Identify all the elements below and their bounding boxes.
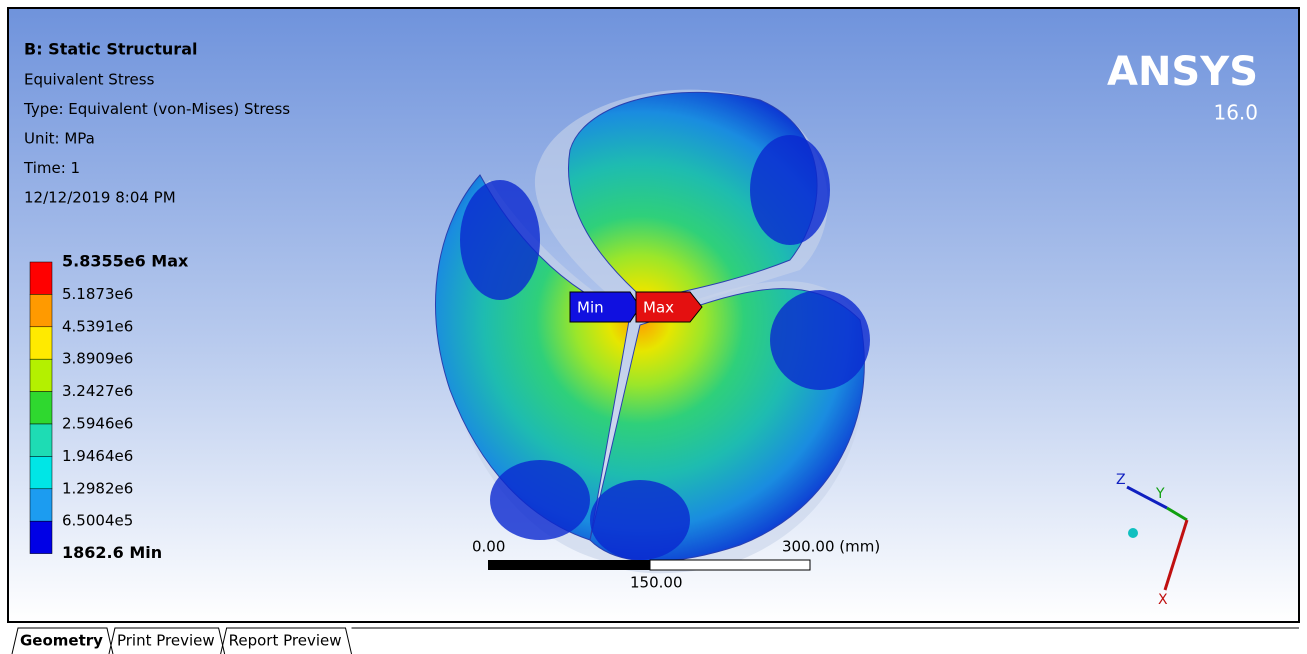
header-line: Equivalent Stress	[24, 71, 155, 89]
logo-version: 16.0	[1213, 101, 1258, 125]
tab-label[interactable]: Report Preview	[229, 632, 342, 650]
legend-swatch	[30, 327, 52, 359]
scale-mid: 150.00	[630, 574, 683, 592]
triad-z: Z	[1116, 472, 1126, 488]
header-line: Type: Equivalent (von-Mises) Stress	[23, 100, 290, 118]
viewer: Min Max B: Static Structural Equivalent …	[0, 0, 1307, 654]
legend-swatch	[30, 262, 52, 294]
legend-swatch	[30, 392, 52, 424]
triad-y: Y	[1155, 486, 1165, 502]
tab-label[interactable]: Print Preview	[117, 632, 215, 650]
legend-swatch	[30, 489, 52, 521]
legend-swatch	[30, 359, 52, 391]
tab-label[interactable]: Geometry	[20, 632, 103, 650]
legend-label: 3.2427e6	[62, 382, 133, 400]
min-label: Min	[577, 299, 604, 317]
legend-swatch	[30, 521, 52, 553]
max-probe: Max	[636, 292, 702, 322]
scale-bar-white	[650, 560, 810, 570]
viewport: Min Max B: Static Structural Equivalent …	[0, 0, 1307, 654]
header-line: 12/12/2019 8:04 PM	[24, 189, 176, 207]
legend-swatch	[30, 294, 52, 326]
legend-min: 1862.6 Min	[62, 543, 162, 562]
legend-label: 6.5004e5	[62, 512, 133, 530]
legend-label: 1.2982e6	[62, 479, 133, 497]
max-label: Max	[643, 299, 674, 317]
legend-max: 5.8355e6 Max	[62, 252, 189, 271]
legend-label: 2.5946e6	[62, 415, 133, 433]
logo-name: ANSYS	[1107, 49, 1258, 95]
legend-label: 3.8909e6	[62, 350, 133, 368]
legend-label: 5.1873e6	[62, 285, 133, 303]
header-line: Unit: MPa	[24, 130, 95, 148]
header-title: B: Static Structural	[24, 40, 197, 59]
legend-label: 4.5391e6	[62, 317, 133, 335]
legend-swatch	[30, 456, 52, 488]
legend-label: 1.9464e6	[62, 447, 133, 465]
triad-x: X	[1158, 592, 1168, 608]
min-probe: Min	[570, 292, 640, 322]
scale-start: 0.00	[472, 538, 505, 556]
scale-bar-black	[488, 560, 650, 570]
scale-end: 300.00 (mm)	[782, 538, 880, 556]
header-line: Time: 1	[23, 159, 80, 177]
legend-swatch	[30, 424, 52, 456]
